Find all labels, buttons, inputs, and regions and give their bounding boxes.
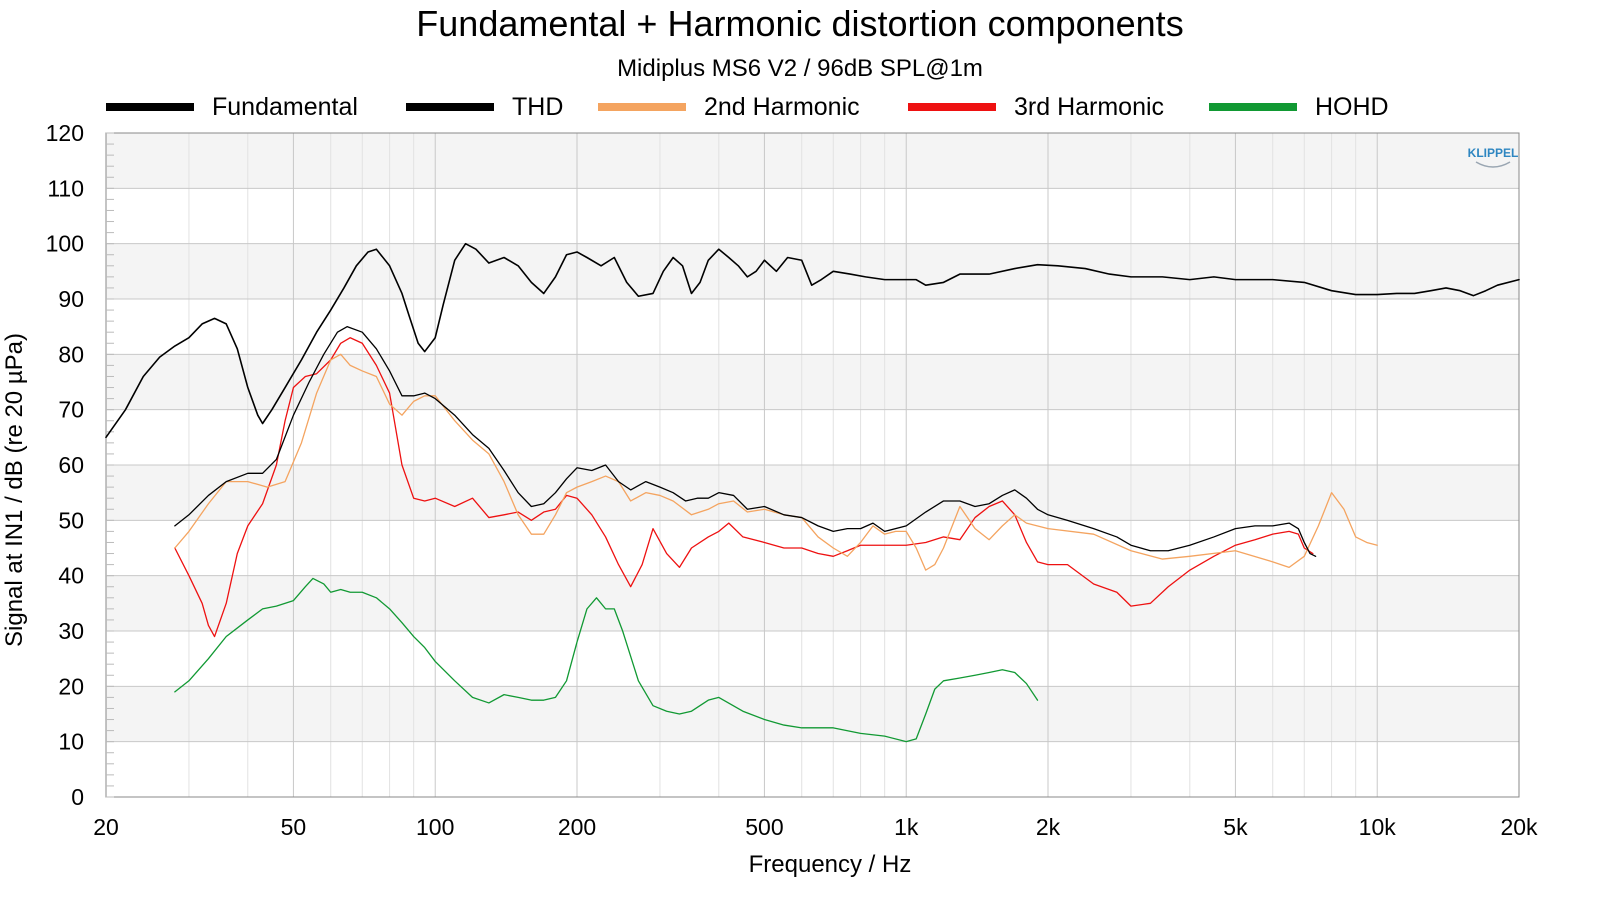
legend-label: 3rd Harmonic [1014,93,1164,121]
y-tick-label: 70 [58,397,84,423]
grid-band [106,741,1519,797]
x-tick-label: 5k [1223,814,1248,840]
series-layer [105,242,1520,743]
grid-band [106,575,1519,631]
x-tick-label: 20k [1500,814,1538,840]
legend: Fundamental THD 2nd Harmonic 3rd Harmonic HO… [106,93,1389,121]
legend-label: THD [512,93,563,121]
series-line-3rd-harmonic [174,337,1314,638]
y-tick-label: 110 [47,175,84,201]
y-tick-label: 60 [58,452,84,478]
y-tick-label: 0 [71,784,84,810]
klippel-logo-text: KLIPPEL [1468,146,1519,160]
x-tick-labels: 20 50 100 200 500 1k 2k 5k 10k 20k [93,814,1538,840]
y-tick-label: 120 [46,120,84,146]
legend-item-hohd: HOHD [1209,93,1389,121]
x-tick-label: 2k [1036,814,1061,840]
x-tick-label: 500 [745,814,783,840]
x-tick-label: 100 [416,814,454,840]
y-tick-label: 50 [58,507,84,533]
legend-label: HOHD [1315,93,1389,121]
legend-label: 2nd Harmonic [704,93,860,121]
grid-band [106,465,1519,521]
legend-item-fundamental: Fundamental [106,93,358,121]
grid-band [106,188,1519,244]
series-line-2nd-harmonic [174,353,1378,571]
y-tick-label: 10 [58,729,84,755]
grid-band [106,133,1519,189]
y-tick-label: 40 [58,563,84,589]
grid-band [106,686,1519,742]
grid-band [106,354,1519,410]
chart-title: Fundamental + Harmonic distortion compon… [416,3,1184,44]
x-tick-label: 50 [281,814,307,840]
y-tick-label: 90 [58,286,84,312]
grid-band [106,243,1519,299]
y-tick-label: 20 [58,673,84,699]
series-line-hohd [174,577,1039,743]
y-minor-ticks [106,132,114,798]
x-tick-label: 200 [558,814,596,840]
y-tick-label: 30 [58,618,84,644]
grid-band [106,409,1519,465]
legend-item-2nd-harmonic: 2nd Harmonic [598,93,860,121]
y-tick-label: 80 [58,341,84,367]
grid-band [106,299,1519,355]
grid-band [106,631,1519,687]
x-tick-label: 10k [1359,814,1397,840]
x-tick-label: 1k [894,814,919,840]
plot-background-bands [106,133,1519,797]
y-tick-labels: 0 10 20 30 40 50 60 70 80 90 100 110 120 [46,120,84,810]
x-axis-label: Frequency / Hz [749,851,912,878]
series-line-fundamental [105,242,1520,439]
y-tick-label: 100 [46,231,84,257]
klippel-logo-swoosh [1475,161,1511,168]
legend-item-3rd-harmonic: 3rd Harmonic [908,93,1164,121]
klippel-logo: KLIPPEL [1468,146,1519,168]
x-tick-label: 20 [93,814,119,840]
legend-label: Fundamental [212,93,358,121]
y-axis-label: Signal at IN1 / dB (re 20 µPa) [1,333,28,647]
legend-item-thd: THD [406,93,563,121]
series-line-thd [174,326,1317,557]
chart-subtitle: Midiplus MS6 V2 / 96dB SPL@1m [617,55,983,82]
